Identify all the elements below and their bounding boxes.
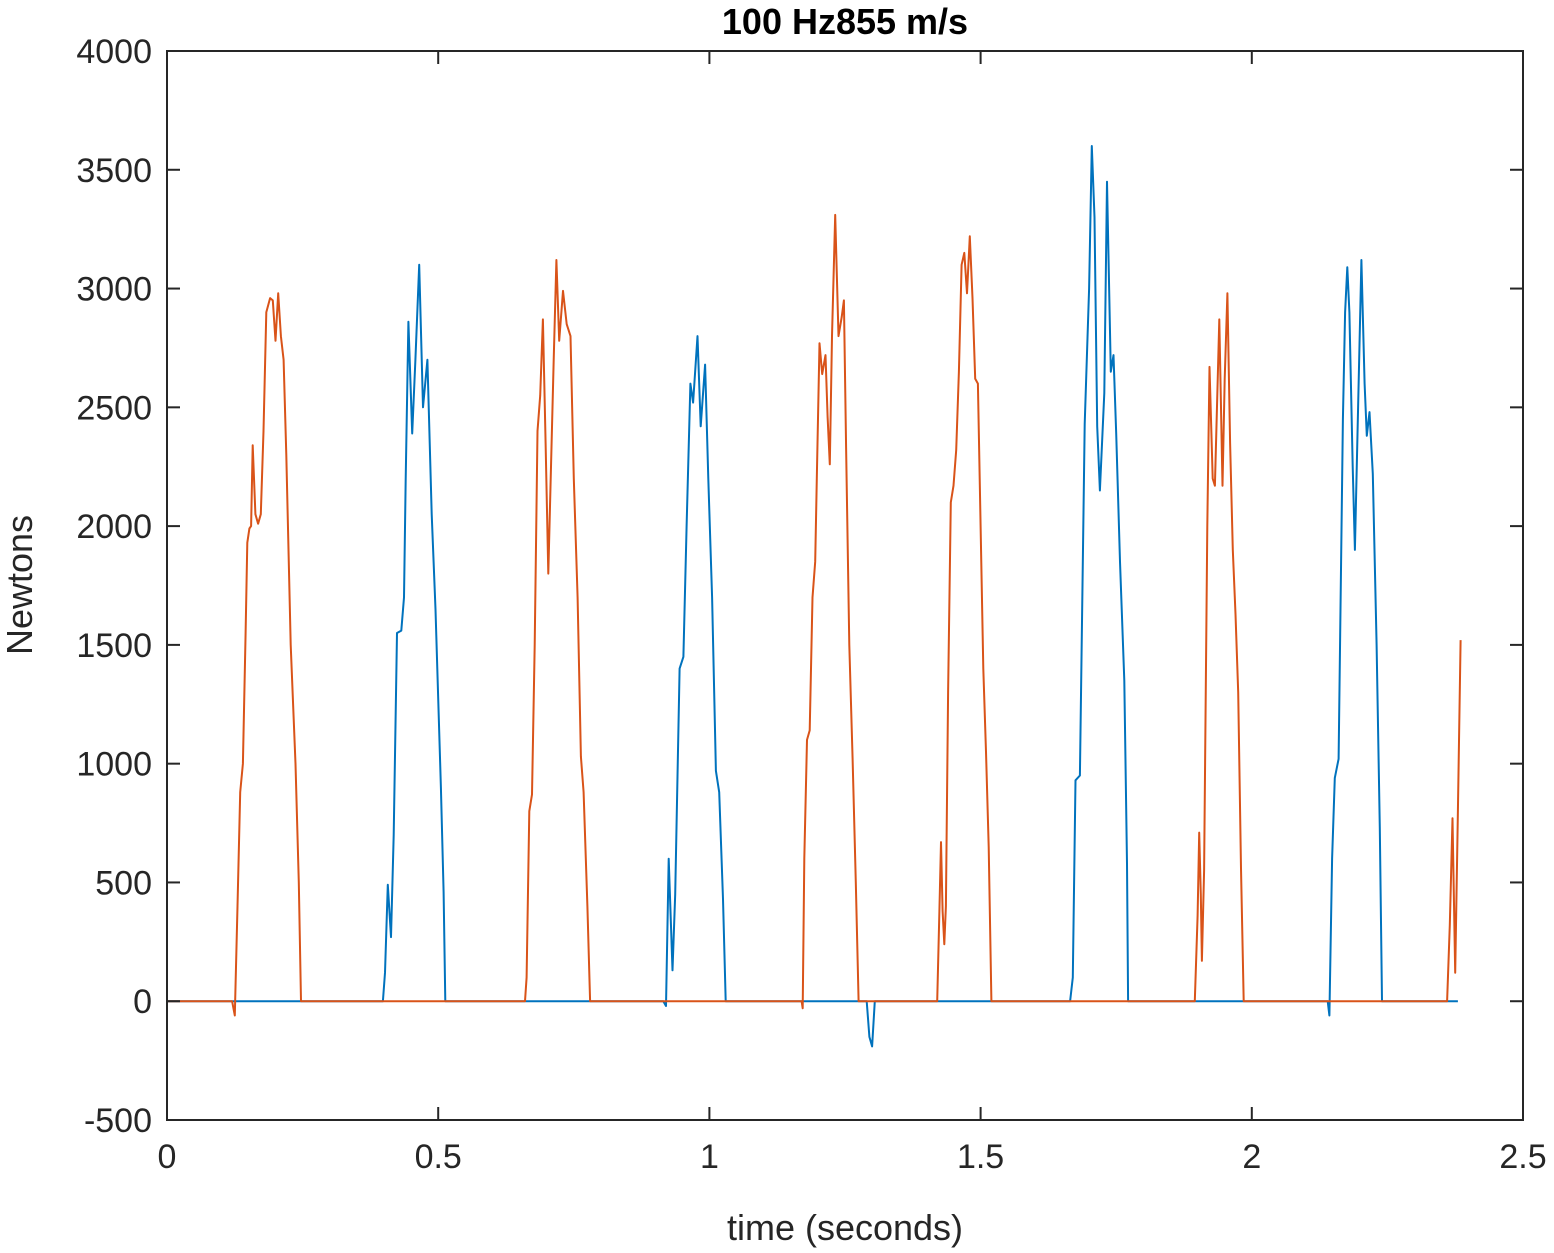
y-tick-label: 500 bbox=[95, 864, 152, 902]
chart-title: 100 Hz855 m/s bbox=[722, 1, 968, 42]
y-tick-label: 3500 bbox=[76, 152, 152, 190]
plot-frame bbox=[166, 50, 1524, 1121]
x-tick-label: 2.5 bbox=[1499, 1138, 1546, 1176]
y-tick-label: 2000 bbox=[76, 508, 152, 546]
series-line-2 bbox=[167, 213, 1462, 1017]
y-tick-label: 2500 bbox=[76, 389, 152, 427]
x-axis-label: time (seconds) bbox=[727, 1207, 963, 1248]
x-tick-label: 1.5 bbox=[957, 1138, 1004, 1176]
y-tick-label: -500 bbox=[84, 1102, 152, 1140]
tick-layer: 0 0.5 1 1.5 2 2.5-500050010001500200025003000… bbox=[76, 33, 1546, 1176]
x-tick-label: 0.5 bbox=[415, 1138, 462, 1176]
series-layer bbox=[167, 145, 1462, 1048]
y-tick-label: 1000 bbox=[76, 746, 152, 784]
y-tick-label: 0 bbox=[133, 983, 152, 1021]
y-tick-label: 3000 bbox=[76, 271, 152, 309]
x-tick-label: 2 bbox=[1242, 1138, 1261, 1176]
x-tick-label: 0 bbox=[158, 1138, 177, 1176]
series-line-1 bbox=[167, 145, 1458, 1048]
y-axis-label: Newtons bbox=[0, 515, 40, 655]
x-tick-label: 1 bbox=[700, 1138, 719, 1176]
y-tick-label: 4000 bbox=[76, 33, 152, 71]
y-tick-label: 1500 bbox=[76, 627, 152, 665]
